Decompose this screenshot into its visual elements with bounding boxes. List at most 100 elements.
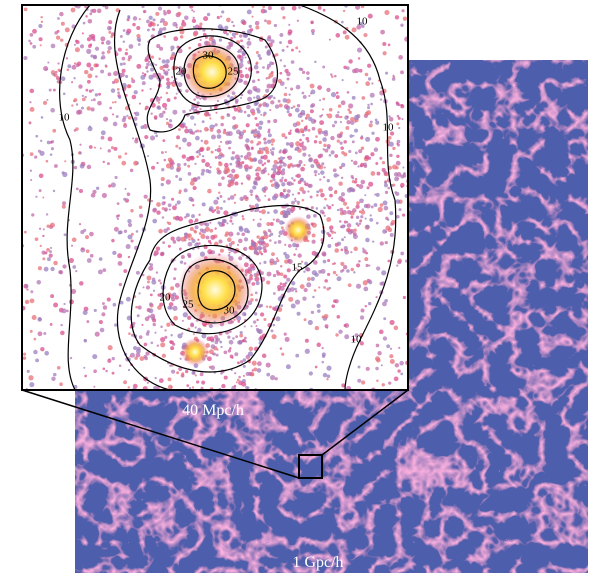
particle [235, 99, 239, 103]
particle [295, 290, 297, 292]
particle [382, 42, 386, 46]
particle [172, 306, 177, 311]
particle [250, 194, 252, 196]
particle [284, 69, 288, 73]
particle [149, 0, 154, 5]
particle [197, 176, 200, 179]
particle [86, 63, 91, 68]
particle [176, 93, 178, 95]
particle [360, 315, 364, 319]
particle [304, 318, 307, 321]
particle [74, 98, 78, 102]
particle [234, 194, 236, 196]
particle [273, 261, 277, 265]
particle [231, 156, 235, 160]
particle [263, 114, 266, 117]
particle [398, 208, 401, 211]
particle [89, 145, 93, 149]
particle [240, 97, 242, 99]
particle [196, 242, 198, 244]
particle [80, 44, 84, 48]
particle [287, 181, 292, 186]
particle [340, 146, 344, 150]
particle [79, 223, 81, 225]
particle [31, 213, 34, 216]
particle [224, 171, 227, 174]
particle [319, 141, 322, 144]
particle [227, 113, 229, 115]
particle [210, 128, 214, 132]
particle [366, 204, 371, 209]
particle [87, 80, 91, 84]
particle [152, 219, 157, 224]
particle [108, 184, 111, 187]
particle [236, 381, 238, 383]
particle [266, 50, 270, 54]
particle [379, 282, 383, 286]
particle [350, 251, 352, 253]
particle [245, 138, 249, 142]
particle [53, 89, 56, 92]
particle [308, 129, 311, 132]
contour-label: 10 [351, 334, 363, 346]
particle [246, 41, 251, 46]
particle [392, 184, 395, 187]
particle [341, 177, 343, 179]
particle [323, 207, 326, 210]
particle [250, 28, 253, 31]
particle [147, 275, 152, 280]
particle [209, 117, 211, 119]
particle [252, 185, 256, 189]
particle [216, 206, 220, 210]
particle [147, 281, 150, 284]
particle [257, 198, 260, 201]
particle [272, 62, 275, 65]
particle [124, 230, 127, 233]
particle [267, 160, 270, 163]
particle [359, 219, 362, 222]
particle [343, 225, 346, 228]
particle [101, 312, 105, 316]
particle [330, 150, 334, 154]
particle [103, 117, 108, 122]
particle [313, 214, 317, 218]
particle [76, 103, 78, 105]
particle [159, 113, 164, 118]
particle [38, 150, 41, 153]
particle [163, 35, 166, 38]
particle [306, 282, 311, 287]
particle [123, 380, 127, 384]
particle [111, 182, 116, 187]
particle [281, 177, 283, 179]
particle [93, 369, 97, 373]
particle [81, 247, 84, 250]
particle [306, 77, 309, 80]
particle [166, 323, 170, 327]
particle [239, 34, 242, 37]
particle [363, 33, 367, 37]
particle [42, 196, 44, 198]
particle [269, 95, 272, 98]
particle [241, 232, 245, 236]
particle [300, 68, 303, 71]
particle [395, 166, 398, 169]
particle [168, 377, 172, 381]
particle [170, 46, 174, 50]
particle [152, 277, 156, 281]
particle [149, 302, 153, 306]
particle [266, 306, 268, 308]
particle [197, 247, 199, 249]
particle [255, 203, 259, 207]
particle [166, 118, 168, 120]
particle [176, 168, 180, 172]
particle [173, 162, 175, 164]
particle [83, 367, 85, 369]
particle [321, 361, 324, 364]
particle [277, 171, 281, 175]
particle [86, 249, 90, 253]
particle [282, 49, 285, 52]
particle [134, 356, 138, 360]
particle [356, 201, 360, 205]
particle [210, 365, 215, 370]
particle [306, 114, 310, 118]
